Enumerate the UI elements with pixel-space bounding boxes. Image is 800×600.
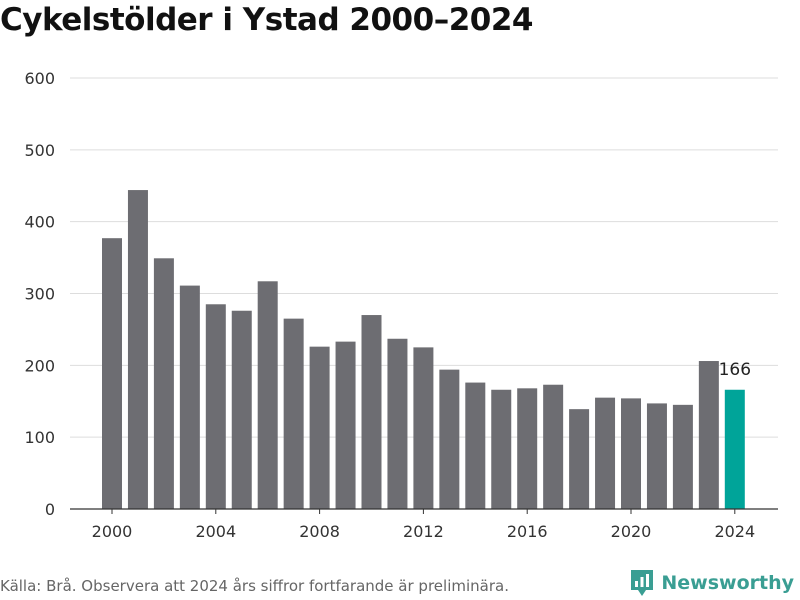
bar xyxy=(102,238,122,509)
source-note: Källa: Brå. Observera att 2024 års siffr… xyxy=(0,577,509,595)
bar xyxy=(621,398,641,509)
y-tick-label: 200 xyxy=(24,356,55,375)
x-tick-label: 2024 xyxy=(714,522,755,541)
y-tick-label: 0 xyxy=(45,500,55,519)
bar xyxy=(646,403,667,509)
brand-logo: Newsworthy xyxy=(629,568,794,598)
y-tick-label: 300 xyxy=(24,285,55,304)
bar xyxy=(595,397,616,509)
y-tick-label: 500 xyxy=(24,141,55,160)
bar xyxy=(179,285,200,509)
bar xyxy=(517,388,538,509)
newsworthy-logo-icon xyxy=(631,570,654,596)
y-tick-label: 600 xyxy=(24,69,55,88)
bar xyxy=(672,404,693,509)
bar xyxy=(724,389,745,509)
x-tick-label: 2000 xyxy=(92,522,133,541)
bar xyxy=(439,369,460,509)
bar xyxy=(309,346,330,509)
chart-title: Cykelstölder i Ystad 2000–2024 xyxy=(0,2,533,38)
x-tick-label: 2016 xyxy=(507,522,548,541)
y-tick-label: 100 xyxy=(24,428,55,447)
bar xyxy=(698,361,719,509)
x-tick-label: 2004 xyxy=(195,522,236,541)
x-tick-label: 2020 xyxy=(611,522,652,541)
bar xyxy=(153,258,174,509)
bar xyxy=(231,310,252,509)
bar xyxy=(205,304,226,509)
bar xyxy=(257,281,278,509)
bar-chart: 0 100 200 300 400 500 600 2000 2004 2008 2012 2016 2… xyxy=(24,69,778,541)
bar xyxy=(491,389,512,509)
bar xyxy=(543,384,564,509)
x-tick-label: 2008 xyxy=(299,522,340,541)
x-tick-label: 2012 xyxy=(403,522,444,541)
brand-name: Newsworthy xyxy=(661,572,794,594)
bar xyxy=(413,347,434,509)
data-label: 166 xyxy=(719,360,751,380)
y-tick-label: 400 xyxy=(24,213,55,232)
bar xyxy=(465,382,486,509)
bar xyxy=(387,338,408,509)
bar xyxy=(283,318,304,509)
bar xyxy=(361,315,382,509)
bar xyxy=(335,341,356,509)
bar xyxy=(127,190,148,509)
bar xyxy=(569,409,590,509)
